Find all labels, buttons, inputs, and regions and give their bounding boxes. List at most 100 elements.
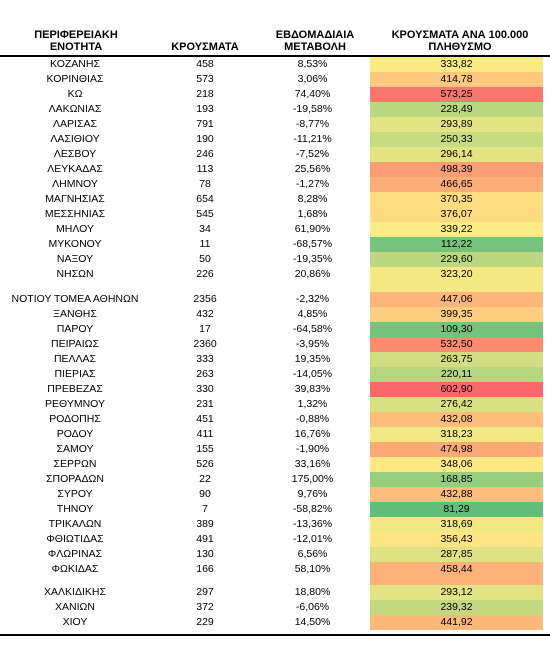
- cell-per100k: 293,12: [370, 585, 543, 600]
- cell-change: -1,27%: [295, 178, 330, 190]
- header-weekly-change: ΕΒΔΟΜΑΔΙΑΙΑ ΜΕΤΑΒΟΛΗ: [275, 29, 355, 53]
- cell-change: -2,32%: [295, 293, 330, 305]
- cell-per100k: 498,39: [370, 162, 543, 177]
- cell-region: ΣΕΡΡΩΝ: [53, 458, 97, 470]
- header-region: ΠΕΡΙΦΕΡΕΙΑΚΗ ΕΝΟΤΗΤΑ: [34, 29, 118, 53]
- table-row: ΠΑΡΟΥ 17 -64,58% 109,30: [0, 322, 550, 337]
- cell-change: 175,00%: [291, 473, 334, 485]
- cell-cases: 491: [196, 533, 214, 545]
- cell-cases: 545: [196, 208, 214, 220]
- cell-change: -11,21%: [293, 133, 332, 145]
- group-gap: [370, 577, 543, 585]
- table-row: ΠΡΕΒΕΖΑΣ 330 39,83% 602,90: [0, 382, 550, 397]
- cell-region: ΦΘΙΩΤΙΔΑΣ: [46, 533, 104, 545]
- cell-cases: 218: [196, 88, 214, 100]
- cell-per100k: 112,22: [370, 237, 543, 252]
- cell-cases: 130: [196, 548, 214, 560]
- cell-per100k: 250,33: [370, 132, 543, 147]
- cell-cases: 2356: [193, 293, 217, 305]
- cell-cases: 17: [199, 323, 211, 335]
- cell-region: ΜΥΚΟΝΟΥ: [48, 238, 102, 250]
- cell-per100k: 239,32: [370, 600, 543, 615]
- table-row: ΠΕΙΡΑΙΩΣ 2360 -3,95% 532,50: [0, 337, 550, 352]
- cell-cases: 246: [196, 148, 214, 160]
- cell-change: -8,77%: [295, 118, 330, 130]
- cell-cases: 372: [196, 601, 214, 613]
- cell-per100k: 532,50: [370, 337, 543, 352]
- table-row: ΜΑΓΝΗΣΙΑΣ 654 8,28% 370,35: [0, 192, 550, 207]
- table-row: ΛΑΡΙΣΑΣ 791 -8,77% 293,89: [0, 117, 550, 132]
- cell-per100k: 220,11: [370, 367, 543, 382]
- cell-region: ΜΕΣΣΗΝΙΑΣ: [44, 208, 106, 220]
- cell-region: ΞΑΝΘΗΣ: [53, 308, 97, 320]
- cell-per100k: 458,44: [370, 562, 543, 577]
- cell-region: ΧΑΛΚΙΔΙΚΗΣ: [44, 586, 106, 598]
- cell-cases: 389: [196, 518, 214, 530]
- cell-change: 9,76%: [297, 488, 328, 500]
- cell-per100k: 447,06: [370, 292, 543, 307]
- cell-change: 58,10%: [294, 563, 331, 575]
- cell-per100k: 573,25: [370, 87, 543, 102]
- table-row: ΚΟΖΑΝΗΣ 458 8,53% 333,82: [0, 57, 550, 72]
- cell-cases: 411: [196, 428, 214, 440]
- cell-cases: 190: [196, 133, 214, 145]
- cell-change: -64,58%: [292, 323, 333, 335]
- cell-change: -19,35%: [292, 253, 333, 265]
- cell-per100k: 318,69: [370, 517, 543, 532]
- cell-region: ΝΟΤΙΟΥ ΤΟΜΕΑ ΑΘΗΝΩΝ: [11, 293, 139, 305]
- cell-per100k: 276,42: [370, 397, 543, 412]
- cell-per100k: 356,43: [370, 532, 543, 547]
- table-row: ΠΙΕΡΙΑΣ 263 -14,05% 220,11: [0, 367, 550, 382]
- cell-per100k: 339,22: [370, 222, 543, 237]
- cell-change: -19,58%: [292, 103, 333, 115]
- cell-per100k: 228,49: [370, 102, 543, 117]
- cell-cases: 263: [196, 368, 214, 380]
- cell-cases: 297: [196, 586, 214, 598]
- table-row: ΣΠΟΡΑΔΩΝ 22 175,00% 168,85: [0, 472, 550, 487]
- cell-per100k: 441,92: [370, 615, 543, 630]
- cell-cases: 573: [196, 73, 214, 85]
- cell-change: -68,57%: [292, 238, 333, 250]
- cell-change: -12,01%: [292, 533, 333, 545]
- cell-per100k: 287,85: [370, 547, 543, 562]
- cell-region: ΠΕΛΛΑΣ: [53, 353, 97, 365]
- table-row: ΡΕΘΥΜΝΟΥ 231 1,32% 276,42: [0, 397, 550, 412]
- cell-per100k: 263,75: [370, 352, 543, 367]
- cell-change: -1,90%: [295, 443, 330, 455]
- cell-region: ΡΟΔΟΥ: [56, 428, 94, 440]
- cell-cases: 654: [196, 193, 214, 205]
- table-row: ΜΕΣΣΗΝΙΑΣ 545 1,68% 376,07: [0, 207, 550, 222]
- cell-per100k: 333,82: [370, 57, 543, 72]
- cell-region: ΡΟΔΟΠΗΣ: [49, 413, 101, 425]
- cell-change: -3,95%: [295, 338, 330, 350]
- cell-region: ΛΑΣΙΘΙΟΥ: [50, 133, 100, 145]
- table-header: ΠΕΡΙΦΕΡΕΙΑΚΗ ΕΝΟΤΗΤΑ ΚΡΟΥΣΜΑΤΑ ΕΒΔΟΜΑΔΙΑ…: [0, 0, 550, 55]
- table-row: ΧΙΟΥ 229 14,50% 441,92: [0, 615, 550, 630]
- cell-cases: 78: [199, 178, 211, 190]
- table-row: ΛΗΜΝΟΥ 78 -1,27% 466,65: [0, 177, 550, 192]
- cell-change: 1,68%: [297, 208, 328, 220]
- table-row: ΡΟΔΟΥ 411 16,76% 318,23: [0, 427, 550, 442]
- group-gap: [370, 282, 543, 292]
- cell-per100k: 466,65: [370, 177, 543, 192]
- table-row: ΤΡΙΚΑΛΩΝ 389 -13,36% 318,69: [0, 517, 550, 532]
- table-row: ΝΗΣΩΝ 226 20,86% 323,20: [0, 267, 550, 282]
- cell-per100k: 602,90: [370, 382, 543, 397]
- cell-per100k: 399,35: [370, 307, 543, 322]
- cell-change: 16,76%: [294, 428, 331, 440]
- cell-per100k: 81,29: [370, 502, 543, 517]
- cell-cases: 22: [199, 473, 211, 485]
- cell-per100k: 296,14: [370, 147, 543, 162]
- cell-region: ΚΟΡΙΝΘΙΑΣ: [46, 73, 104, 85]
- cell-region: ΦΛΩΡΙΝΑΣ: [47, 548, 103, 560]
- cell-region: ΛΑΚΩΝΙΑΣ: [48, 103, 102, 115]
- cell-region: ΝΗΣΩΝ: [56, 268, 94, 280]
- table-row: ΜΥΚΟΝΟΥ 11 -68,57% 112,22: [0, 237, 550, 252]
- cell-region: ΛΗΜΝΟΥ: [52, 178, 98, 190]
- cell-per100k: 474,98: [370, 442, 543, 457]
- cell-per100k: 376,07: [370, 207, 543, 222]
- cell-per100k: 348,06: [370, 457, 543, 472]
- cell-per100k: 168,85: [370, 472, 543, 487]
- cell-per100k: 109,30: [370, 322, 543, 337]
- cell-change: 39,83%: [294, 383, 331, 395]
